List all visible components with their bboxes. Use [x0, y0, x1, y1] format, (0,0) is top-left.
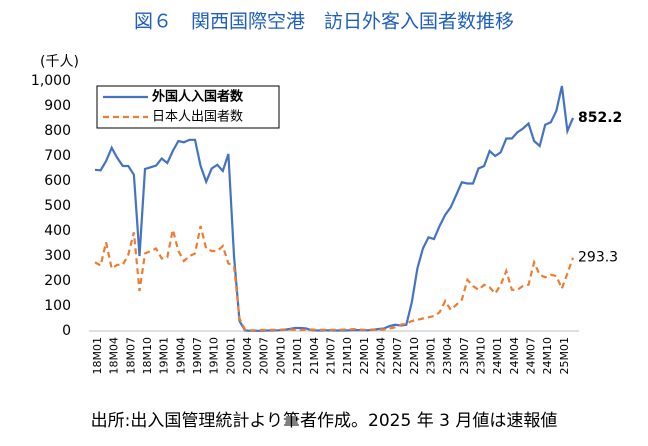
- end-label: 852.2: [578, 110, 622, 126]
- legend-label: 外国人入国者数: [151, 89, 244, 105]
- y-tick-label: 100: [44, 298, 71, 314]
- y-tick-label: 200: [44, 273, 71, 289]
- x-tick-label: 18M04: [108, 337, 121, 375]
- x-tick-label: 22M10: [408, 337, 421, 375]
- y-tick-label: 800: [44, 123, 71, 139]
- x-tick-label: 24M10: [541, 337, 554, 375]
- x-tick-label: 22M01: [358, 337, 371, 375]
- x-tick-label: 19M07: [191, 337, 204, 375]
- x-tick-label: 25M01: [558, 337, 571, 375]
- x-tick-label: 24M04: [508, 337, 521, 375]
- series-line: [94, 225, 575, 332]
- x-tick-label: 24M07: [525, 337, 538, 375]
- x-tick-label: 20M01: [224, 337, 237, 375]
- x-tick-label: 18M07: [124, 337, 137, 375]
- x-tick-label: 18M01: [91, 337, 104, 375]
- x-tick-label: 22M07: [391, 337, 404, 375]
- x-tick-label: 19M01: [158, 337, 171, 375]
- x-tick-label: 23M07: [458, 337, 471, 375]
- x-tick-label: 21M04: [308, 337, 321, 375]
- x-tick-label: 18M10: [141, 337, 154, 375]
- chart-title: 図６ 関西国際空港 訪日外客入国者数推移: [134, 11, 514, 33]
- y-tick-label: 900: [44, 98, 71, 114]
- x-tick-label: 23M04: [441, 337, 454, 375]
- y-tick-label: 0: [62, 323, 71, 339]
- x-tick-label: 20M10: [274, 337, 287, 375]
- x-tick-label: 24M01: [491, 337, 504, 375]
- note: 出所:出入国管理統計より筆者作成。2025 年 3 月値は速報値: [91, 411, 558, 431]
- x-tick-label: 19M04: [174, 337, 187, 375]
- legend-label: 日本人出国者数: [152, 110, 243, 125]
- y-tick-label: 400: [44, 223, 71, 239]
- y-tick-label: 600: [44, 173, 71, 189]
- x-tick-label: 20M04: [241, 337, 254, 375]
- x-tick-label: 21M01: [291, 337, 304, 375]
- end-label: 293.3: [578, 250, 618, 266]
- y-tick-label: 300: [44, 248, 71, 264]
- x-tick-label: 22M04: [374, 337, 387, 375]
- x-tick-label: 19M10: [208, 337, 221, 375]
- y-tick-label: 700: [44, 148, 71, 164]
- y-axis-label: (千人): [40, 54, 79, 70]
- x-tick-label: 21M07: [324, 337, 337, 375]
- x-tick-label: 23M10: [475, 337, 488, 375]
- x-tick-label: 20M07: [258, 337, 271, 375]
- x-tick-label: 23M01: [424, 337, 437, 375]
- legend-box: [96, 85, 280, 129]
- x-tick-label: 21M10: [341, 337, 354, 375]
- y-tick-label: 500: [44, 198, 71, 214]
- y-tick-label: 1,000: [31, 73, 71, 89]
